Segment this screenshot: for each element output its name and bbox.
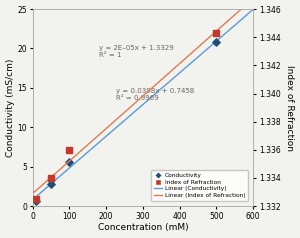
Point <box>67 148 72 152</box>
Text: y = 0.0398x + 0.7458
R² = 0.9969: y = 0.0398x + 0.7458 R² = 0.9969 <box>116 88 195 101</box>
Point <box>214 31 219 35</box>
Point <box>49 182 53 186</box>
Point <box>34 199 39 203</box>
Text: y = 2E–05x + 1.3329
R² = 1: y = 2E–05x + 1.3329 R² = 1 <box>99 45 173 58</box>
Point <box>214 40 219 44</box>
X-axis label: Concentration (mM): Concentration (mM) <box>98 223 188 233</box>
Y-axis label: Index of Refraction: Index of Refraction <box>285 64 294 151</box>
Legend: Conductivity, Index of Refraction, Linear (Conductivity), Linear (Index of Refra: Conductivity, Index of Refraction, Linea… <box>151 170 248 201</box>
Point <box>34 197 39 201</box>
Point <box>67 160 72 164</box>
Y-axis label: Conductivity (mS/cm): Conductivity (mS/cm) <box>6 58 15 157</box>
Point <box>49 176 53 180</box>
